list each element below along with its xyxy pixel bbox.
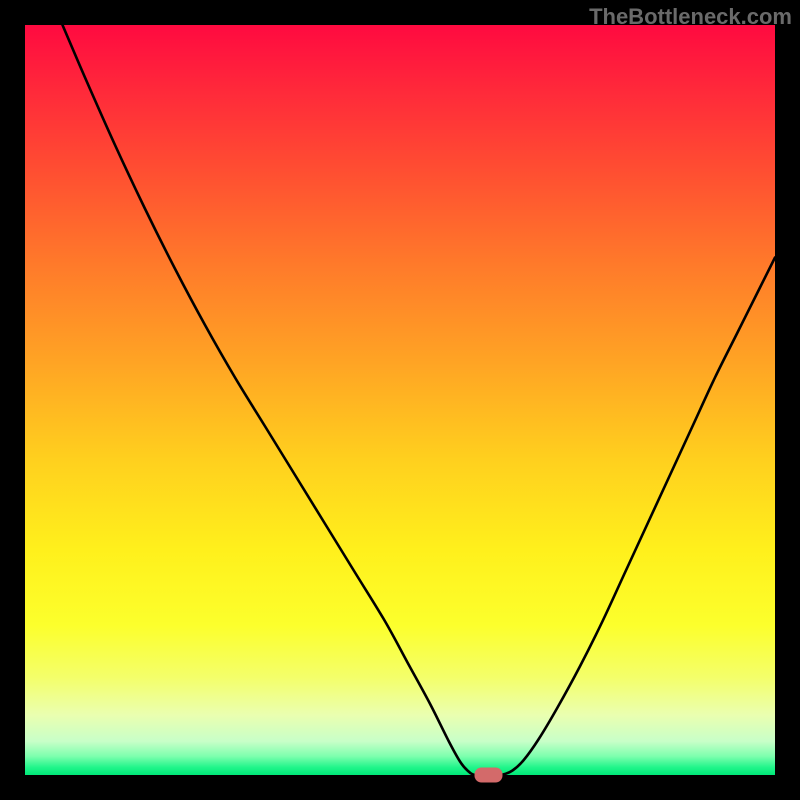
bottleneck-chart: TheBottleneck.com <box>0 0 800 800</box>
chart-svg <box>0 0 800 800</box>
optimal-marker <box>475 768 503 783</box>
chart-gradient-bg <box>25 25 775 775</box>
watermark-text: TheBottleneck.com <box>589 4 792 30</box>
